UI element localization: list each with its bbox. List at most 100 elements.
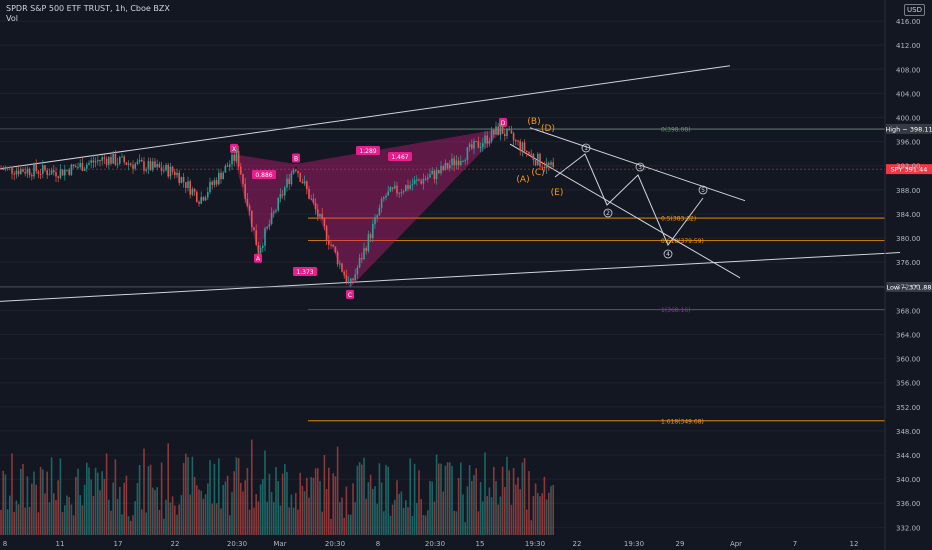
candle-body (165, 164, 167, 171)
volume-bar (537, 493, 539, 535)
candle-body (185, 181, 187, 188)
candle-body (339, 263, 341, 265)
candle-body (539, 153, 541, 167)
volume-bar (77, 468, 79, 535)
candle-body (200, 197, 202, 204)
candle-body (545, 162, 548, 169)
projection-circle (635, 162, 645, 172)
candle-body (490, 129, 493, 142)
pattern-ratio-2: 1.467 (391, 154, 408, 161)
candle-body (237, 150, 240, 167)
projection-circle (603, 208, 613, 218)
candle-body (110, 157, 112, 164)
volume-bar (176, 514, 178, 535)
candle-body (178, 172, 180, 183)
time-tick-9: 15 (476, 540, 485, 548)
candle-body (303, 181, 306, 184)
volume-bar (222, 484, 224, 535)
candle-body (149, 161, 152, 171)
volume-bar (235, 457, 238, 535)
volume-bar (226, 475, 229, 535)
volume-bar (270, 492, 273, 535)
volume-bar (464, 522, 466, 535)
candle-body (336, 252, 339, 265)
volume-bar (57, 480, 59, 535)
wave-label-2: (C) (531, 168, 544, 178)
fib-label-3: 1(368.16) (661, 307, 691, 314)
candle-body (413, 180, 416, 185)
candle-body (325, 226, 328, 241)
volume-bar (380, 482, 383, 535)
candle-body (286, 178, 288, 188)
volume-bar (213, 463, 216, 535)
candle-body (75, 166, 77, 168)
candle-body (211, 181, 213, 185)
candle-body (152, 161, 154, 171)
volume-bars (0, 439, 554, 535)
volume-bar (185, 453, 187, 535)
candle-body (319, 213, 321, 217)
candle-body (301, 181, 304, 184)
currency-button[interactable]: USD (904, 4, 925, 16)
volume-bar (99, 490, 101, 535)
time-tick-2: 17 (114, 540, 123, 548)
candle-body (209, 181, 211, 193)
candle-body (418, 179, 420, 181)
price-tick-14: 360.00 (896, 356, 921, 364)
price-tick-18: 344.00 (896, 452, 921, 460)
candle-body (310, 198, 312, 200)
last-price-tag: SPY 391.44 (891, 166, 928, 174)
volume-bar (15, 500, 18, 535)
price-tick-0: 416.00 (896, 18, 921, 26)
volume-bar (301, 485, 304, 535)
candle-body (77, 167, 79, 169)
volume-bar (83, 484, 86, 535)
volume-bar (420, 499, 422, 535)
volume-bar (449, 462, 451, 535)
candle-body (306, 181, 308, 190)
candle-body (427, 177, 429, 180)
pattern-point-bg (499, 117, 507, 127)
candle-body (132, 164, 134, 169)
candle-body (158, 164, 161, 168)
candle-body (435, 170, 438, 180)
candle-body (543, 167, 546, 169)
volume-bar (251, 439, 253, 535)
candle-body (222, 172, 224, 180)
volume-bar (178, 504, 180, 535)
candle-body (532, 154, 535, 161)
candle-body (519, 141, 521, 151)
candle-body (268, 224, 271, 227)
candle-body (383, 197, 385, 200)
volume-bar (42, 469, 44, 535)
candle-body (35, 164, 37, 172)
volume-bar (33, 471, 35, 535)
volume-bar (110, 510, 112, 535)
time-tick-12: 19:30 (624, 540, 644, 548)
volume-bar (299, 472, 301, 535)
projection-label-5: 5 (701, 187, 705, 194)
volume-bar (2, 470, 4, 535)
candle-body (284, 187, 286, 196)
candle-body (81, 162, 84, 171)
volume-bar (101, 471, 103, 535)
time-tick-8: 20:30 (425, 540, 445, 548)
candle-body (521, 142, 524, 151)
volume-bar (334, 476, 337, 535)
price-candles (0, 121, 554, 287)
candle-body (499, 125, 502, 135)
volume-bar (123, 482, 125, 535)
candle-body (83, 168, 86, 171)
volume-bar (24, 507, 26, 535)
volume-bar (475, 468, 477, 535)
candle-body (391, 187, 394, 189)
candle-body (451, 158, 453, 166)
candle-body (345, 275, 348, 283)
volume-bar (325, 489, 328, 535)
volume-bar (431, 481, 433, 535)
candle-body (515, 140, 517, 142)
volume-bar (68, 497, 70, 535)
candle-body (202, 197, 205, 201)
volume-label: Vol (6, 14, 18, 23)
